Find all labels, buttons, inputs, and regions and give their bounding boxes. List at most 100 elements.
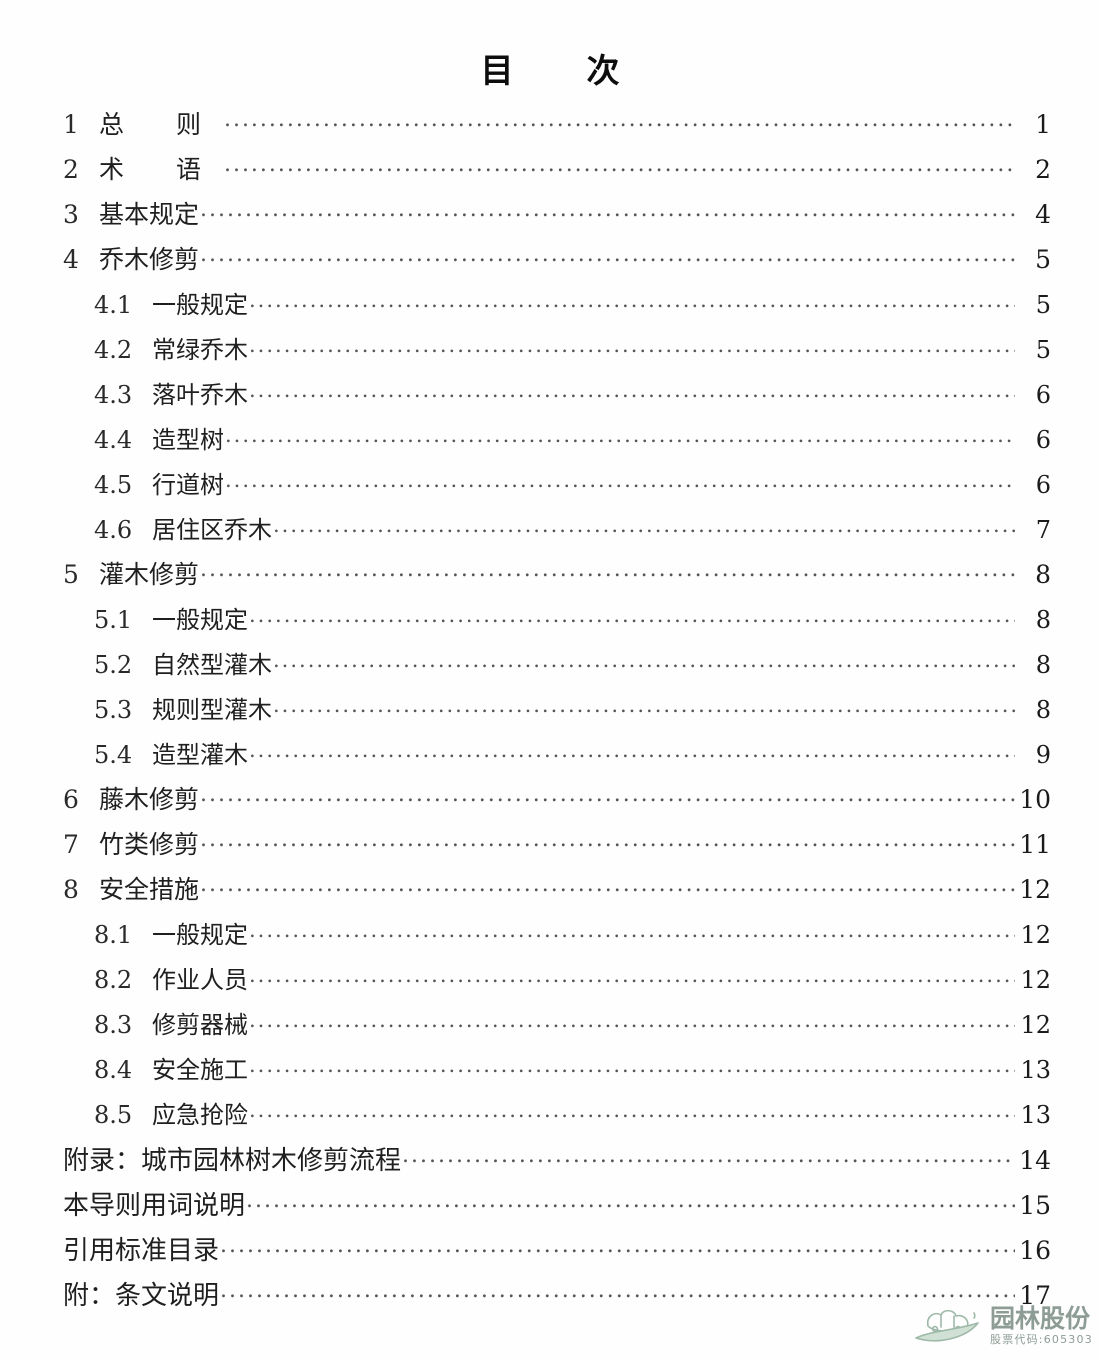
toc-entry-page-number: 13 — [1020, 1056, 1051, 1084]
toc-entry-page-number: 11 — [1019, 830, 1051, 859]
toc-entry-number: 5.1 — [94, 606, 133, 634]
toc-entry-page-number: 8 — [1035, 696, 1051, 724]
toc-list: 1总 则12术 语23基本规定44乔木修剪54.1一般规定54.2常绿乔木54.… — [63, 105, 1051, 1320]
toc-entry[interactable]: 附：条文说明 17 — [63, 1275, 1051, 1320]
toc-entry-label: 规则型灌木 — [152, 696, 272, 724]
toc-entry[interactable]: 8 安全措施 12 — [63, 870, 1051, 915]
toc-entry-page-number: 17 — [1019, 1281, 1051, 1310]
toc-entry-number: 2 — [63, 155, 79, 184]
toc-entry-page-number: 5 — [1035, 245, 1051, 274]
toc-leader-dots — [224, 107, 1015, 133]
toc-entry-page-number: 12 — [1020, 1011, 1051, 1039]
toc-entry-number: 8.5 — [94, 1101, 133, 1129]
toc-entry-label: 安全措施 — [99, 875, 200, 904]
toc-leader-dots — [249, 919, 1015, 943]
toc-entry-label: 术 语 — [99, 155, 223, 184]
toc-entry-label: 落叶乔木 — [152, 381, 248, 409]
toc-entry-page-number: 12 — [1020, 966, 1051, 994]
toc-entry-label: 造型灌木 — [152, 741, 248, 769]
toc-entry-label: 修剪器械 — [152, 1011, 248, 1039]
toc-entry-page-number: 5 — [1035, 291, 1051, 319]
toc-entry-number: 8 — [63, 875, 79, 904]
stock-code: 股票代码:605303 — [990, 1332, 1093, 1346]
toc-leader-dots — [220, 1278, 1015, 1304]
toc-entry-number: 5.4 — [94, 741, 133, 769]
toc-entry-number: 4.1 — [94, 291, 133, 319]
toc-entry-label: 应急抢险 — [152, 1101, 248, 1129]
toc-entry-number: 4.5 — [94, 471, 133, 499]
toc-entry-page-number: 8 — [1035, 606, 1051, 634]
toc-entry[interactable]: 8.4 安全施工 13 — [63, 1050, 1051, 1095]
toc-entry-label: 居住区乔木 — [152, 516, 272, 544]
toc-entry-page-number: 16 — [1019, 1236, 1051, 1265]
toc-entry[interactable]: 6 藤木修剪 10 — [63, 780, 1051, 825]
toc-leader-dots — [249, 1099, 1015, 1123]
toc-leader-dots — [249, 379, 1015, 403]
toc-entry-label: 竹类修剪 — [99, 830, 200, 859]
toc-entry-number: 3 — [63, 200, 79, 229]
toc-entry[interactable]: 本导则用词说明 15 — [63, 1185, 1051, 1230]
toc-leader-dots — [224, 152, 1015, 178]
toc-leader-dots — [249, 1054, 1015, 1078]
toc-entry-label: 安全施工 — [152, 1056, 248, 1084]
toc-entry[interactable]: 4.3 落叶乔木 6 — [63, 375, 1051, 420]
toc-entry-number: 6 — [63, 785, 79, 814]
toc-leader-dots — [249, 739, 1015, 763]
toc-entry[interactable]: 7 竹类修剪 11 — [63, 825, 1051, 870]
toc-entry-label: 附录：城市园林树木修剪流程 — [63, 1146, 402, 1176]
toc-entry-number: 4.6 — [94, 516, 133, 544]
toc-entry[interactable]: 1 总 则 1 — [63, 105, 1051, 150]
toc-entry[interactable]: 4.4 造型树 6 — [63, 420, 1051, 465]
toc-entry[interactable]: 4.1 一般规定 5 — [63, 285, 1051, 330]
toc-entry[interactable]: 4 乔木修剪 5 — [63, 240, 1051, 285]
toc-entry-page-number: 12 — [1019, 875, 1051, 904]
toc-entry[interactable]: 4.5 行道树 6 — [63, 465, 1051, 510]
toc-leader-dots — [246, 1188, 1015, 1214]
toc-entry[interactable]: 8.1 一般规定 12 — [63, 915, 1051, 960]
toc-entry-label: 行道树 — [152, 471, 224, 499]
toc-entry[interactable]: 3 基本规定 4 — [63, 195, 1051, 240]
toc-entry-label: 灌木修剪 — [99, 560, 200, 589]
toc-entry-label: 一般规定 — [152, 921, 248, 949]
toc-entry[interactable]: 4.6 居住区乔木 7 — [63, 510, 1051, 555]
toc-leader-dots — [200, 782, 1015, 808]
toc-entry-number: 4.3 — [94, 381, 133, 409]
toc-entry-page-number: 14 — [1019, 1146, 1051, 1175]
toc-entry[interactable]: 8.3 修剪器械 12 — [63, 1005, 1051, 1050]
toc-entry-page-number: 13 — [1020, 1101, 1051, 1129]
toc-entry-page-number: 4 — [1035, 200, 1051, 229]
toc-entry[interactable]: 5.3 规则型灌木 8 — [63, 690, 1051, 735]
toc-entry[interactable]: 2 术 语 2 — [63, 150, 1051, 195]
toc-entry-label: 一般规定 — [152, 606, 248, 634]
toc-entry-page-number: 12 — [1020, 921, 1051, 949]
toc-entry[interactable]: 4.2 常绿乔木 5 — [63, 330, 1051, 375]
toc-entry[interactable]: 5 灌木修剪 8 — [63, 555, 1051, 600]
toc-entry-page-number: 6 — [1035, 381, 1051, 409]
watermark-logo: 园林股份 股票代码:605303 — [908, 1296, 1094, 1354]
toc-leader-dots — [200, 242, 1015, 268]
company-name: 园林股份 — [990, 1303, 1091, 1333]
toc-entry[interactable]: 8.5 应急抢险 13 — [63, 1095, 1051, 1140]
toc-entry[interactable]: 5.4 造型灌木 9 — [63, 735, 1051, 780]
toc-leader-dots — [249, 334, 1015, 358]
toc-entry-number: 8.4 — [94, 1056, 133, 1084]
toc-entry[interactable]: 5.2 自然型灌木 8 — [63, 645, 1051, 690]
toc-leader-dots — [200, 872, 1015, 898]
toc-entry-label: 引用标准目录 — [63, 1236, 220, 1266]
toc-entry-page-number: 6 — [1035, 426, 1051, 454]
toc-leader-dots — [273, 649, 1015, 673]
toc-entry[interactable]: 引用标准目录 16 — [63, 1230, 1051, 1275]
toc-entry-page-number: 5 — [1035, 336, 1051, 364]
toc-leader-dots — [220, 1233, 1015, 1259]
toc-entry-label: 藤木修剪 — [99, 785, 200, 814]
toc-entry-number: 8.3 — [94, 1011, 133, 1039]
toc-entry-page-number: 7 — [1035, 516, 1051, 544]
toc-entry[interactable]: 附录：城市园林树木修剪流程 14 — [63, 1140, 1051, 1185]
toc-entry-number: 5.3 — [94, 696, 133, 724]
toc-entry[interactable]: 5.1 一般规定 8 — [63, 600, 1051, 645]
toc-entry-page-number: 10 — [1019, 785, 1051, 814]
toc-entry[interactable]: 8.2 作业人员 12 — [63, 960, 1051, 1005]
toc-leader-dots — [225, 469, 1015, 493]
toc-entry-label: 常绿乔木 — [152, 336, 248, 364]
toc-entry-label: 自然型灌木 — [152, 651, 272, 679]
